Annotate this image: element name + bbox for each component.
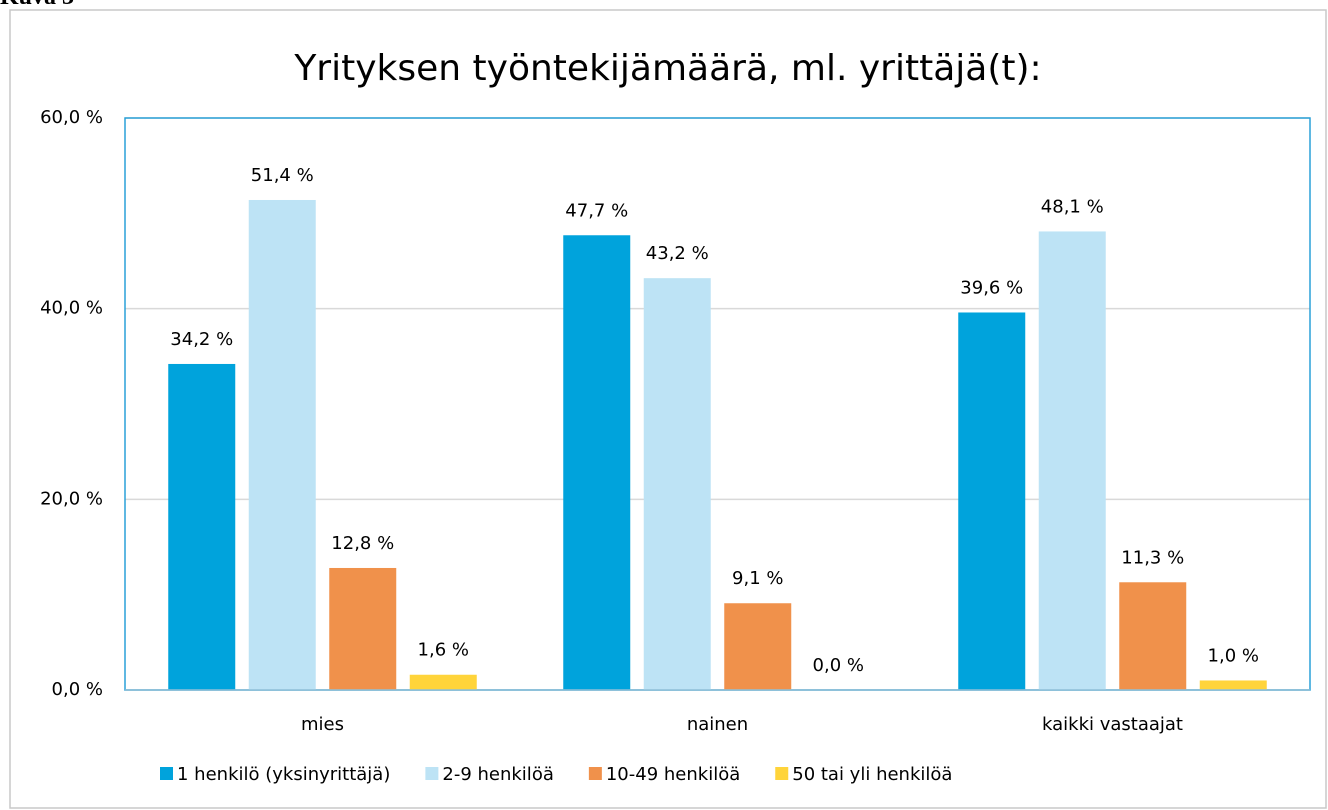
bar [1199, 680, 1267, 690]
value-label: 48,1 % [1041, 196, 1104, 217]
chart-title: Yrityksen työntekijämäärä, ml. yrittäjä(… [293, 48, 1041, 89]
y-tick-label: 0,0 % [52, 679, 103, 700]
value-label: 1,0 % [1208, 645, 1259, 666]
y-tick-label: 60,0 % [40, 107, 103, 128]
bar [958, 312, 1026, 690]
value-label: 12,8 % [331, 533, 394, 554]
x-tick-label: nainen [687, 714, 748, 735]
value-label: 39,6 % [960, 277, 1023, 298]
bar [724, 603, 792, 690]
bar [409, 674, 477, 690]
y-tick-label: 20,0 % [40, 488, 103, 509]
value-label: 34,2 % [170, 329, 233, 350]
caption: Kuva 3 [0, 0, 74, 10]
value-label: 11,3 % [1121, 547, 1184, 568]
bar [643, 278, 711, 690]
x-tick-label: mies [301, 714, 344, 735]
legend-label: 10-49 henkilöä [606, 764, 740, 785]
legend-swatch [425, 767, 439, 780]
legend-label: 1 henkilö (yksinyrittäjä) [177, 764, 390, 785]
bar [1119, 582, 1187, 690]
value-label: 9,1 % [732, 568, 783, 589]
legend-swatch [588, 767, 602, 780]
x-tick-label: kaikki vastaajat [1042, 714, 1183, 735]
bar [563, 235, 631, 690]
bar [248, 199, 316, 690]
y-tick-label: 40,0 % [40, 298, 103, 319]
bar [1038, 231, 1106, 691]
legend-label: 2-9 henkilöä [442, 764, 553, 785]
legend-label: 50 tai yli henkilöä [792, 764, 952, 785]
bar [168, 363, 236, 690]
value-label: 51,4 % [251, 165, 314, 186]
value-label: 47,7 % [565, 200, 628, 221]
legend-swatch [160, 767, 173, 780]
legend-swatch [775, 767, 789, 780]
value-label: 43,2 % [646, 243, 709, 264]
value-label: 0,0 % [813, 655, 864, 676]
value-label: 1,6 % [418, 640, 469, 661]
bar [329, 567, 397, 690]
